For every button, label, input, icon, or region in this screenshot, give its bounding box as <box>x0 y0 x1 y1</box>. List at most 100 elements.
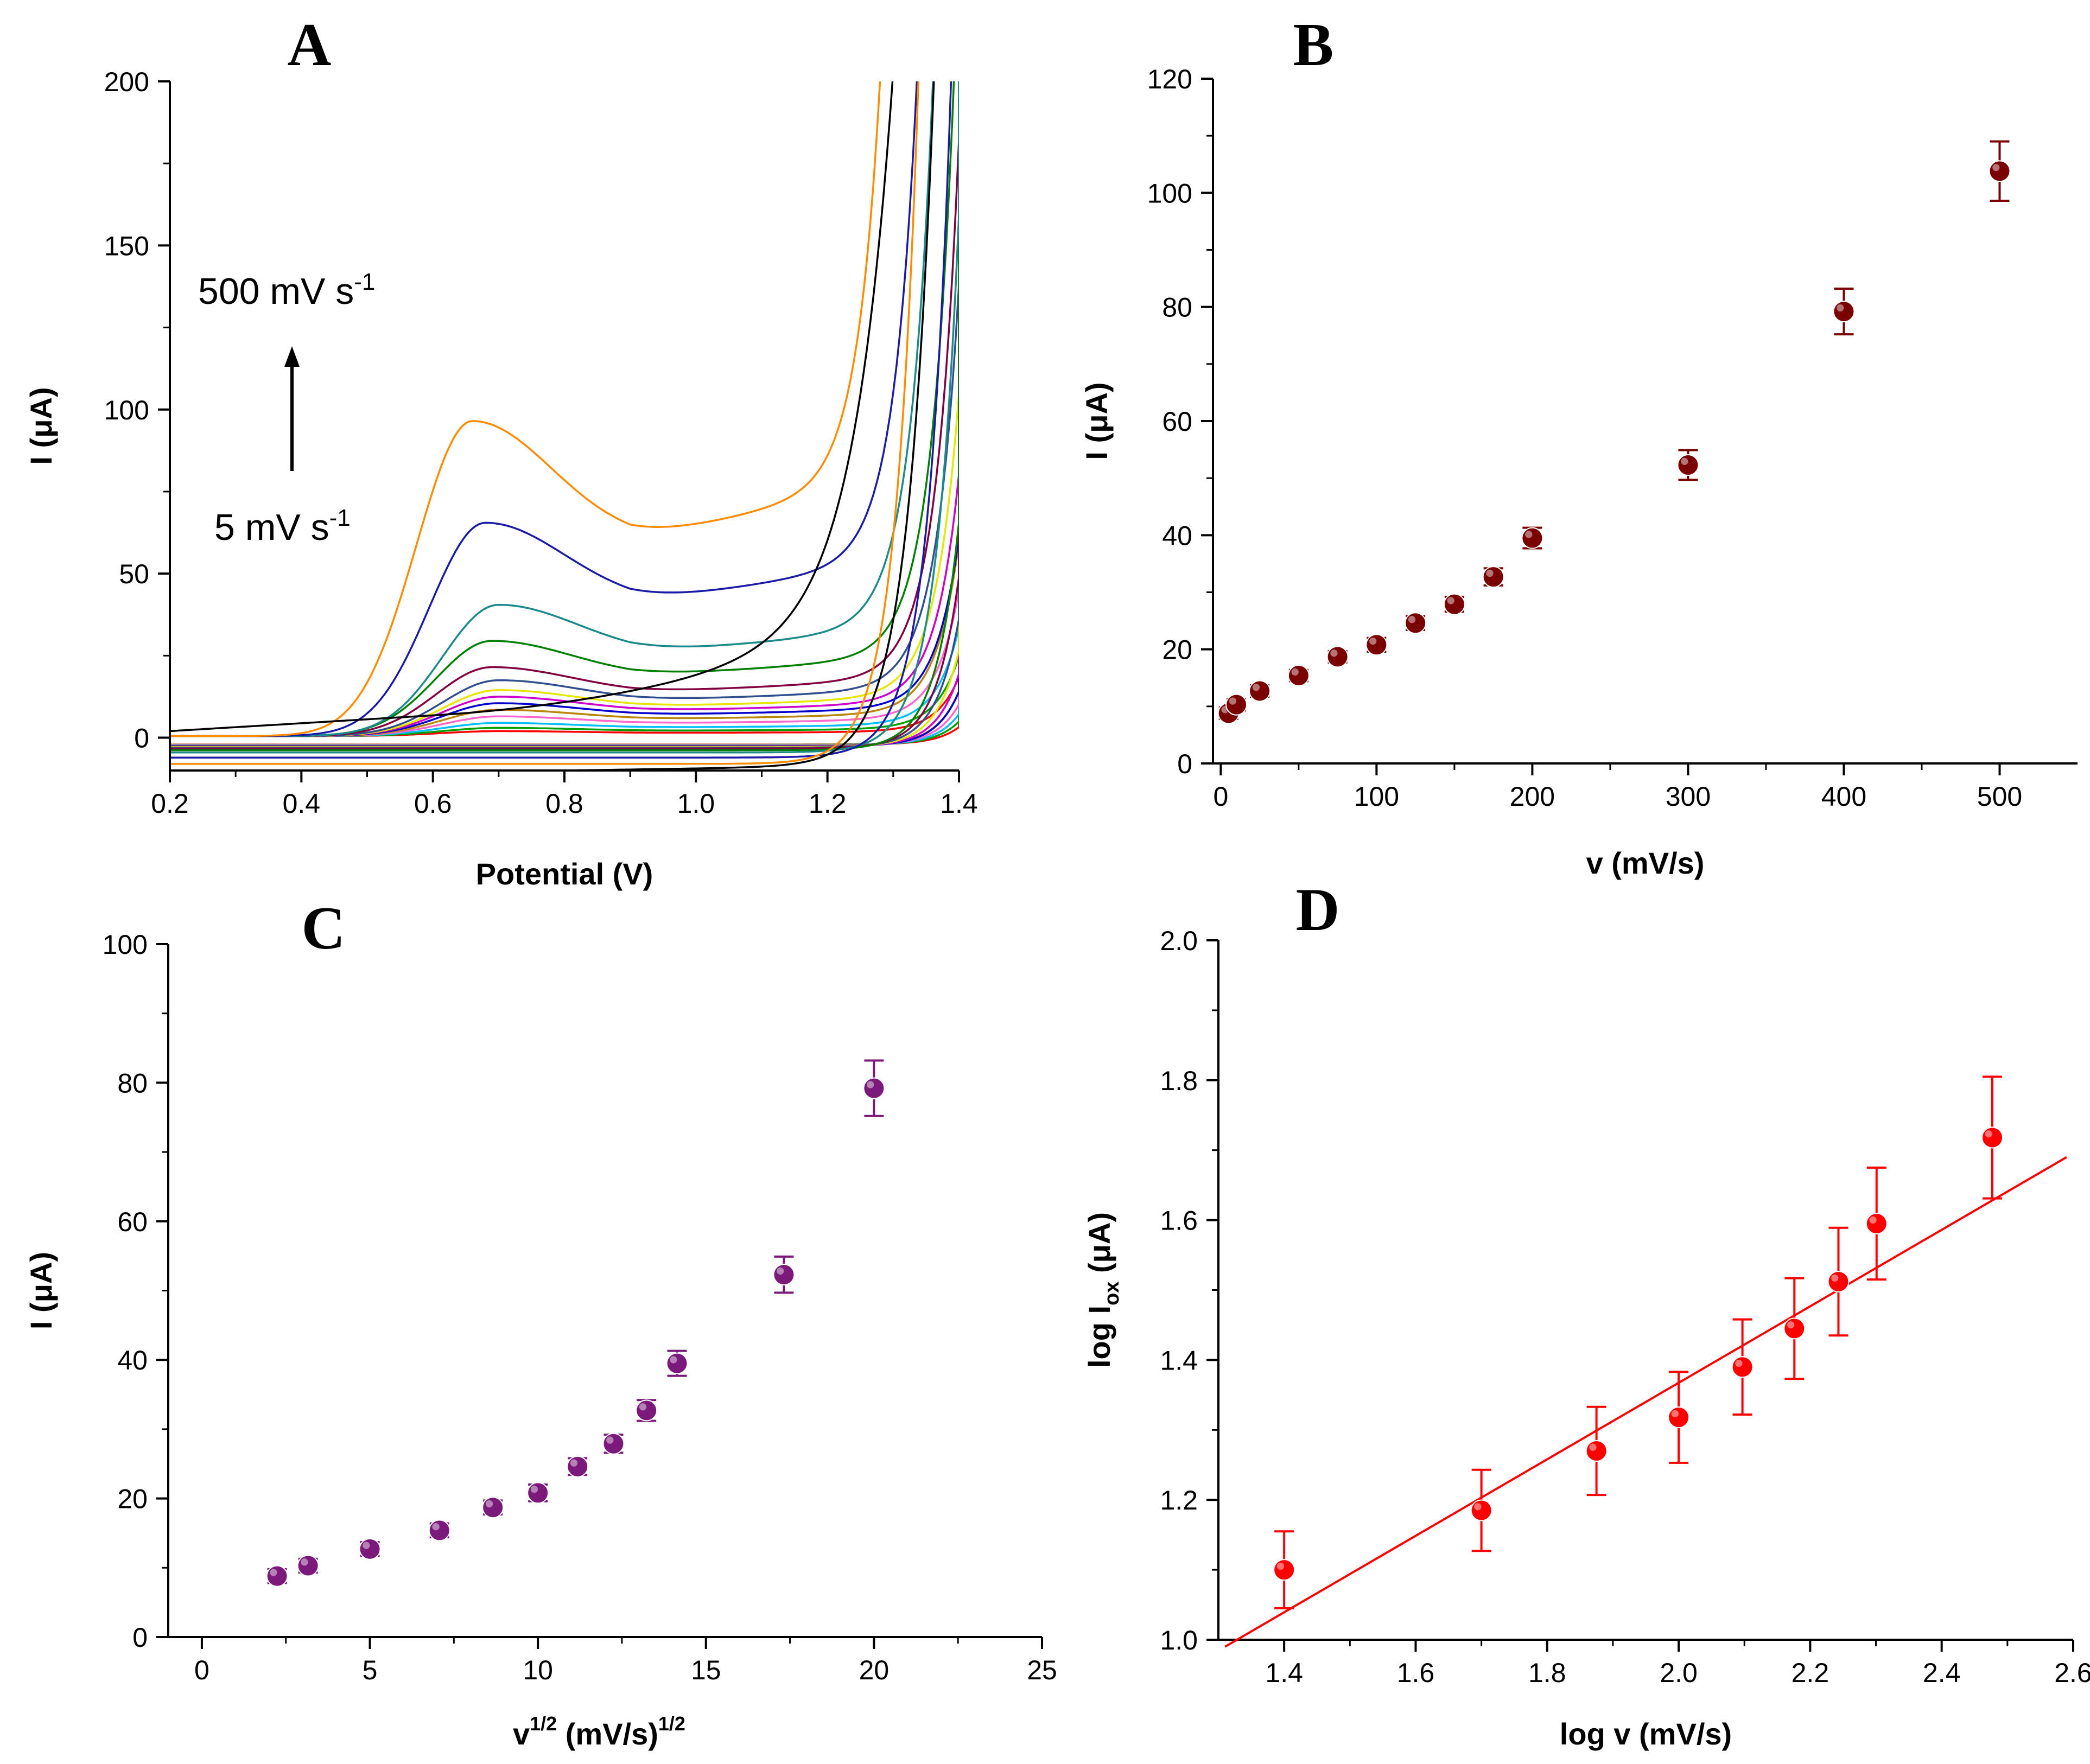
panel-d-data-point <box>1585 1440 1608 1462</box>
panel-c-data-point <box>863 1077 885 1099</box>
panel-a-annotation-5: 5 mV s-1 <box>214 505 351 548</box>
panel-a-y-tick-label: 100 <box>104 395 149 425</box>
panel-c-point-highlight <box>270 1569 277 1576</box>
panel-c-point-highlight <box>639 1403 647 1411</box>
panel-b-y-tick-label: 100 <box>1147 178 1192 208</box>
panel-a-y-axis-title: I (μA) <box>24 387 58 464</box>
panel-b-data-point <box>1989 160 2011 182</box>
panel-b-point-highlight <box>1369 637 1377 645</box>
panel-a-y-tick-label: 200 <box>104 67 149 97</box>
panel-d-data-point <box>1731 1356 1754 1378</box>
panel-b-current-vs-scan-rate: 0 100 200 300 400 500 0 20 40 60 80 100 120 v (mV/s) I… <box>1079 64 2078 880</box>
panel-c-y-tick-label: 0 <box>132 1622 148 1653</box>
cv-curve-400-mv-s <box>170 81 959 754</box>
panel-c-y-tick-label: 60 <box>117 1207 148 1237</box>
panel-d-y-tick-label: 1.8 <box>1160 1066 1198 1096</box>
panel-a-curves <box>170 81 959 770</box>
panel-b-y-tick-label: 80 <box>1162 292 1192 323</box>
cv-curve-300-mv-s <box>170 81 959 752</box>
panel-c-data-point <box>602 1432 625 1455</box>
panel-c-x-tick-label: 0 <box>194 1655 209 1685</box>
panel-d-data-point <box>1273 1559 1295 1581</box>
panel-b-y-tick-label: 0 <box>1177 749 1192 779</box>
panel-c-point-highlight <box>432 1523 440 1531</box>
cv-curve-75-mv-s <box>170 542 959 747</box>
panel-b-point-highlight <box>1447 597 1454 604</box>
panel-b-y-tick-label: 20 <box>1162 635 1192 665</box>
panel-d-point-highlight <box>1985 1130 1992 1138</box>
panel-c-y-tick-label: 20 <box>117 1484 148 1514</box>
panel-d-x-tick-label: 2.0 <box>1660 1658 1698 1688</box>
panel-a-cyclic-voltammograms: 0.2 0.4 0.6 0.8 1.0 1.2 1.4 0 50 100 150 200 Potenti… <box>24 67 978 891</box>
panel-b-point-highlight <box>1681 457 1688 465</box>
panel-a-y-tick-label: 0 <box>134 723 149 754</box>
panel-d-point-highlight <box>1276 1562 1285 1570</box>
panel-b-data-point <box>1365 634 1388 656</box>
panel-c-point-highlight <box>363 1542 370 1549</box>
panel-label-d: D <box>1296 876 1340 944</box>
panel-label-b: B <box>1293 11 1334 79</box>
panel-c-point-highlight <box>570 1459 578 1467</box>
panel-b-data-point <box>1225 693 1248 716</box>
panel-a-annotation-500: 500 mV s-1 <box>198 269 375 312</box>
panel-d-point-highlight <box>1671 1410 1679 1418</box>
panel-c-point-highlight <box>670 1356 677 1364</box>
panel-a-annotation-exp: -1 <box>354 269 375 295</box>
panel-d-x-tick-label: 2.2 <box>1792 1658 1829 1688</box>
panel-c-data-point <box>482 1496 504 1519</box>
panel-c-point-highlight <box>530 1486 538 1493</box>
panel-label-c: C <box>302 895 346 962</box>
panel-b-y-tick-label: 40 <box>1162 520 1192 551</box>
panel-b-data-point <box>1326 646 1349 668</box>
panel-c-data-point <box>266 1565 288 1587</box>
panel-b-data-point <box>1521 527 1543 549</box>
cv-curve-150-mv-s <box>170 393 959 748</box>
cv-curve-500-mv-s <box>170 81 952 759</box>
panel-d-x-axis-title: log v (mV/s) <box>1560 1717 1732 1751</box>
panel-b-point-highlight <box>1525 531 1533 538</box>
panel-b-point-highlight <box>1330 649 1338 657</box>
panel-c-x-axis-unit-sup: 1/2 <box>658 1712 685 1735</box>
panel-d-data-point <box>1783 1317 1806 1340</box>
panel-a-x-tick-label: 0.8 <box>545 788 583 819</box>
panel-d-y-tick-label: 2.0 <box>1160 926 1198 956</box>
panel-c-x-axis-sup: 1/2 <box>530 1712 557 1735</box>
panel-d-y-tick-label: 1.0 <box>1160 1625 1198 1655</box>
panel-c-current-vs-sqrt-scan-rate: 0 5 10 15 20 25 0 20 40 60 80 100 v1/2 (mV/s)1/2 I (μ… <box>24 929 1057 1751</box>
panel-b-x-tick-label: 300 <box>1666 781 1711 812</box>
panel-b-x-axis-title: v (mV/s) <box>1586 846 1705 880</box>
panel-d-linear-fit-line <box>1224 1156 2067 1648</box>
panel-b-point-highlight <box>1252 684 1260 691</box>
panel-d-point-highlight <box>1831 1274 1839 1282</box>
panel-c-x-tick-label: 5 <box>363 1655 378 1685</box>
panel-b-x-tick-label: 200 <box>1510 781 1555 812</box>
panel-a-x-tick-label: 0.4 <box>283 788 321 819</box>
panel-b-x-tick-label: 500 <box>1977 781 2022 812</box>
panel-b-data-point <box>1677 454 1699 476</box>
panel-c-data-point <box>359 1538 381 1560</box>
panel-b-point-highlight <box>1992 164 2000 171</box>
panel-d-point-highlight <box>1787 1321 1795 1329</box>
panel-d-y-tick-label: 1.2 <box>1160 1485 1198 1515</box>
panel-d-y-axis-unit: (μA) <box>1082 1212 1116 1282</box>
panel-a-y-tick-label: 50 <box>119 559 149 589</box>
panel-c-point-highlight <box>301 1558 308 1566</box>
panel-d-x-tick-label: 1.6 <box>1397 1658 1435 1688</box>
panel-b-data-point <box>1443 593 1465 615</box>
panel-c-y-tick-label: 40 <box>117 1345 148 1375</box>
panel-d-y-axis-title: log Iox (μA) <box>1082 1212 1123 1368</box>
cv-curve-200-mv-s <box>170 139 959 750</box>
panel-b-y-axis-title: I (μA) <box>1079 382 1114 460</box>
panel-a-y-tick-label: 150 <box>104 231 149 261</box>
panel-c-point-highlight <box>485 1500 493 1508</box>
panel-a-x-tick-label: 0.6 <box>414 788 452 819</box>
panel-a-x-axis-title: Potential (V) <box>476 857 653 891</box>
panel-b-point-highlight <box>1408 615 1416 623</box>
panel-b-point-highlight <box>1229 697 1237 705</box>
panel-c-point-highlight <box>606 1436 614 1444</box>
panel-b-point-highlight <box>1837 304 1844 312</box>
panel-d-log-current-vs-log-scan-rate: 1.4 1.6 1.8 2.0 2.2 2.4 2.6 1.0 1.2 1.4 1.6 1.8 2.0 l… <box>1082 926 2090 1751</box>
panel-d-x-tick-label: 1.4 <box>1265 1658 1303 1688</box>
panel-d-x-tick-label: 2.4 <box>1923 1658 1961 1688</box>
